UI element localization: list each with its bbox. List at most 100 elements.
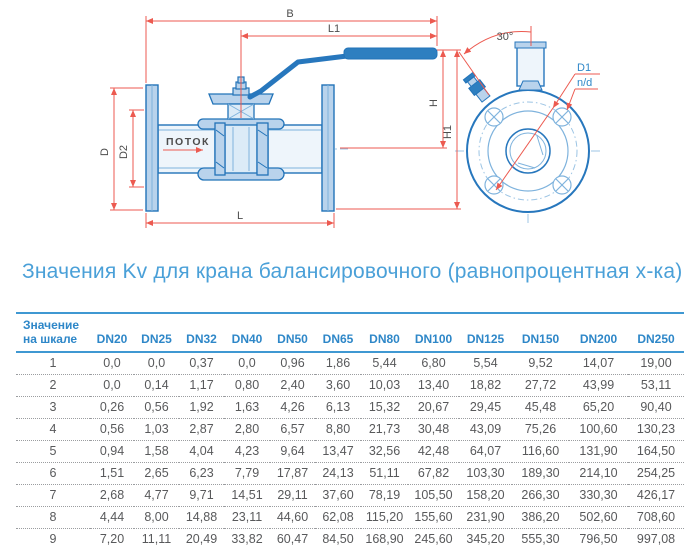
kv-value-cell: 8,00 [134,506,179,529]
scale-value-cell: 2 [16,374,90,397]
kv-value-cell: 30,48 [408,418,459,441]
kv-value-cell: 1,92 [179,396,224,419]
kv-value-cell: 13,47 [315,440,361,463]
kv-table: Значение на шкале DN20 DN25 DN32 DN40 DN50 DN… [16,312,684,550]
kv-value-cell: 130,23 [628,418,684,441]
kv-value-cell: 386,20 [512,506,569,529]
kv-value-cell: 14,88 [179,506,224,529]
kv-value-cell: 100,60 [569,418,628,441]
kv-value-cell: 116,60 [512,440,569,463]
kv-value-cell: 6,80 [408,352,459,375]
scale-value-cell: 5 [16,440,90,463]
table-header-row: Значение на шкале DN20 DN25 DN32 DN40 DN50 DN… [16,313,684,353]
scale-value-cell: 6 [16,462,90,485]
kv-value-cell: 90,40 [628,396,684,419]
right-pipe [267,124,323,174]
kv-value-cell: 266,30 [512,484,569,507]
kv-value-cell: 2,87 [179,418,224,441]
kv-value-cell: 7,79 [224,462,270,485]
table-row: 5 0,94 1,58 4,04 4,23 9,64 13,47 32,56 42,48 64,0… [16,440,684,463]
dim-label-angle: 30° [497,31,514,43]
kv-value-cell: 4,04 [179,440,224,463]
kv-value-cell: 24,13 [315,462,361,485]
kv-value-cell: 1,58 [134,440,179,463]
kv-value-cell: 2,65 [134,462,179,485]
kv-value-cell: 64,07 [459,440,512,463]
kv-value-cell: 254,25 [628,462,684,485]
kv-value-cell: 189,30 [512,462,569,485]
kv-value-cell: 555,30 [521,532,560,546]
table-row: 8 4,44 8,00 14,88 23,11 44,60 62,08 115,20 155,6… [16,506,684,529]
kv-value-cell: 44,60 [270,506,315,529]
kv-value-cell: 60,47 [276,532,309,546]
kv-value-cell: 62,08 [315,506,361,529]
handle-grip [343,47,438,60]
kv-value-cell: 0,96 [270,352,315,375]
kv-value-cell: 7,20 [99,532,125,546]
kv-value-cell: 3,60 [315,374,361,397]
kv-value-cell: 214,10 [569,462,628,485]
dim-label-h1: H1 [442,125,454,139]
scale-value-cell: 3 [16,396,90,419]
kv-value-cell: 103,30 [459,462,512,485]
column-header: DN250 [628,313,684,353]
table-row: 4 0,56 1,03 2,87 2,80 6,57 8,80 21,73 30,48 43,09… [16,418,684,441]
stem-tower [516,45,545,87]
scale-value-cell: 7 [16,484,90,507]
column-header: DN125 [459,313,512,353]
kv-value-cell: 67,82 [408,462,459,485]
kv-value-cell: 43,99 [569,374,628,397]
kv-value-cell: 105,50 [408,484,459,507]
kv-value-cell: 13,40 [408,374,459,397]
column-header: DN65 [315,313,361,353]
side-view [145,47,438,212]
drain-fitting [462,71,491,103]
scale-value-cell: 9 [49,532,57,546]
table-row: 1 0,0 0,0 0,37 0,0 0,96 1,86 5,44 6,80 5,54 9,52 14… [16,352,684,375]
kv-value-cell: 17,87 [270,462,315,485]
kv-value-cell: 0,26 [90,396,134,419]
flange-outer-circle [466,89,590,213]
dim-label-l1: L1 [328,23,340,35]
kv-value-cell: 18,82 [459,374,512,397]
body-joint-right [256,122,269,176]
kv-value-cell: 42,48 [408,440,459,463]
kv-value-cell: 155,60 [408,506,459,529]
kv-value-cell: 0,0 [134,352,179,375]
handle-arm [247,53,350,100]
kv-value-cell: 5,54 [459,352,512,375]
scale-value-cell: 4 [16,418,90,441]
kv-value-cell: 4,23 [224,440,270,463]
scale-value-cell: 1 [16,352,90,375]
table-row: 6 1,51 2,65 6,23 7,79 17,87 24,13 51,11 67,82 103… [16,462,684,485]
kv-value-cell: 330,30 [569,484,628,507]
kv-value-cell: 29,45 [459,396,512,419]
kv-value-cell: 32,56 [361,440,408,463]
column-header: DN32 [179,313,224,353]
kv-value-cell: 2,68 [90,484,134,507]
kv-value-cell: 37,60 [315,484,361,507]
kv-value-cell: 231,90 [459,506,512,529]
kv-value-cell: 4,44 [90,506,134,529]
kv-value-cell: 0,0 [90,374,134,397]
column-header: DN50 [270,313,315,353]
row-header: Значение на шкале [16,313,90,353]
kv-value-cell: 6,57 [270,418,315,441]
dim-label-d2: D2 [118,145,130,159]
kv-value-cell: 29,11 [270,484,315,507]
kv-value-cell: 14,51 [224,484,270,507]
kv-value-cell: 21,73 [361,418,408,441]
kv-value-cell: 5,44 [361,352,408,375]
kv-value-cell: 1,86 [315,352,361,375]
kv-value-cell: 6,13 [315,396,361,419]
column-header: DN40 [224,313,270,353]
kv-value-cell: 53,11 [628,374,684,397]
dim-label-h: H [428,99,440,107]
kv-value-cell: 9,64 [270,440,315,463]
kv-value-cell: 20,67 [408,396,459,419]
valve-technical-drawing: B L1 H H1 D D2 L 30° D1 n/d ПОТОК [0,0,700,245]
kv-value-cell: 158,20 [459,484,512,507]
kv-value-cell: 6,23 [179,462,224,485]
page-title: Значения Kv для крана балансировочного (… [22,260,683,283]
kv-value-cell: 27,72 [512,374,569,397]
